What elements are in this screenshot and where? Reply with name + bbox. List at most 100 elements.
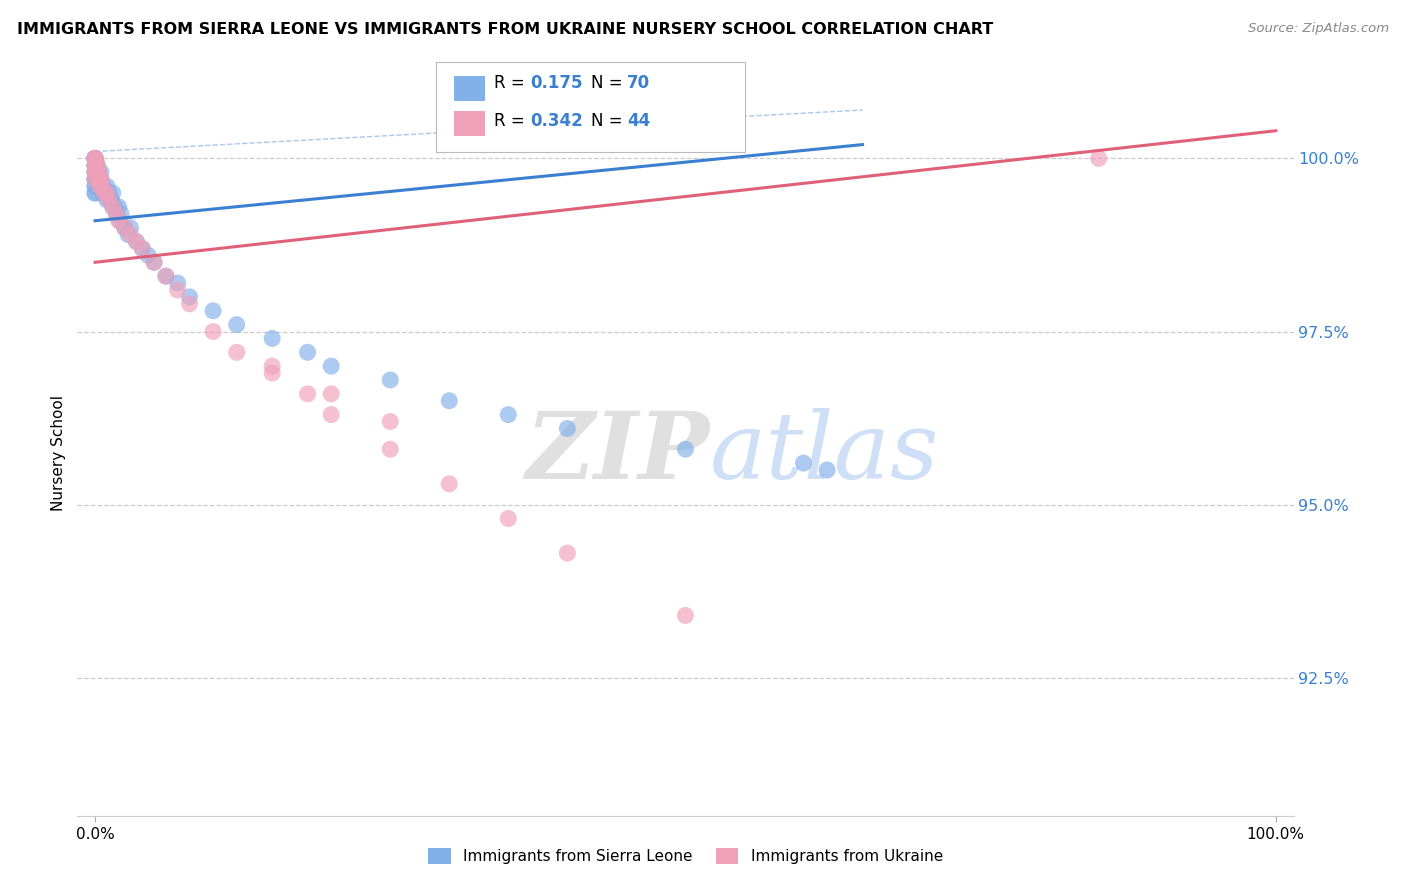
Point bbox=[86, 165, 108, 179]
Point bbox=[84, 172, 107, 186]
Point bbox=[114, 220, 136, 235]
Point bbox=[143, 255, 166, 269]
Point bbox=[84, 186, 107, 200]
Point bbox=[166, 283, 188, 297]
Point bbox=[297, 345, 319, 359]
Point bbox=[84, 152, 107, 166]
Point bbox=[84, 172, 107, 186]
Point bbox=[87, 172, 110, 186]
Text: Source: ZipAtlas.com: Source: ZipAtlas.com bbox=[1249, 22, 1389, 36]
Point bbox=[86, 158, 108, 172]
Point bbox=[93, 186, 115, 200]
Point bbox=[87, 165, 110, 179]
Point bbox=[439, 393, 461, 408]
Point bbox=[84, 165, 107, 179]
Point bbox=[84, 172, 107, 186]
Point bbox=[90, 172, 112, 186]
Point bbox=[84, 152, 107, 166]
Point bbox=[498, 511, 520, 525]
Point bbox=[84, 152, 107, 166]
Point bbox=[202, 303, 225, 318]
Point bbox=[91, 179, 114, 194]
Point bbox=[101, 200, 124, 214]
Point bbox=[89, 172, 111, 186]
Point bbox=[84, 165, 107, 179]
Point bbox=[84, 152, 107, 166]
Text: 70: 70 bbox=[627, 74, 650, 92]
Point bbox=[815, 463, 838, 477]
Point bbox=[84, 152, 107, 166]
Point bbox=[125, 235, 148, 249]
Point bbox=[84, 158, 107, 172]
Text: N =: N = bbox=[591, 112, 627, 129]
Point bbox=[96, 179, 118, 194]
Point bbox=[321, 387, 343, 401]
Point bbox=[84, 172, 107, 186]
Point bbox=[89, 172, 111, 186]
Text: 0.175: 0.175 bbox=[530, 74, 582, 92]
Point bbox=[108, 213, 131, 227]
Point bbox=[84, 152, 107, 166]
Point bbox=[93, 186, 115, 200]
Point bbox=[262, 331, 284, 345]
Point bbox=[321, 408, 343, 422]
Point bbox=[380, 442, 402, 457]
Point bbox=[84, 165, 107, 179]
Text: R =: R = bbox=[494, 74, 530, 92]
Point bbox=[86, 158, 108, 172]
Point bbox=[166, 276, 188, 290]
Point bbox=[262, 359, 284, 373]
Point bbox=[96, 193, 118, 207]
Point bbox=[380, 373, 402, 387]
Point bbox=[120, 227, 142, 242]
Point bbox=[89, 179, 111, 194]
Point bbox=[84, 158, 107, 172]
Y-axis label: Nursery School: Nursery School bbox=[51, 394, 66, 511]
Point bbox=[262, 366, 284, 380]
Point bbox=[179, 297, 201, 311]
Point bbox=[98, 186, 121, 200]
Point bbox=[136, 248, 159, 262]
Text: IMMIGRANTS FROM SIERRA LEONE VS IMMIGRANTS FROM UKRAINE NURSERY SCHOOL CORRELATI: IMMIGRANTS FROM SIERRA LEONE VS IMMIGRAN… bbox=[17, 22, 993, 37]
Point bbox=[84, 152, 107, 166]
Point bbox=[155, 269, 177, 284]
Point bbox=[131, 242, 153, 256]
Point bbox=[225, 318, 247, 332]
Point bbox=[84, 158, 107, 172]
Point bbox=[91, 179, 114, 194]
Text: 0.342: 0.342 bbox=[530, 112, 583, 129]
Point bbox=[84, 179, 107, 194]
Point bbox=[179, 290, 201, 304]
Point bbox=[104, 200, 127, 214]
Point bbox=[125, 235, 148, 249]
Point bbox=[84, 158, 107, 172]
Point bbox=[557, 421, 579, 435]
Point bbox=[84, 172, 107, 186]
Point bbox=[91, 186, 114, 200]
Point bbox=[84, 152, 107, 166]
Text: ZIP: ZIP bbox=[526, 408, 710, 498]
Point bbox=[225, 345, 247, 359]
Text: R =: R = bbox=[494, 112, 530, 129]
Point bbox=[84, 165, 107, 179]
Point bbox=[101, 186, 124, 200]
Text: atlas: atlas bbox=[710, 408, 939, 498]
Point bbox=[100, 193, 122, 207]
Point bbox=[86, 165, 108, 179]
Point bbox=[100, 193, 122, 207]
Point bbox=[439, 476, 461, 491]
Point bbox=[202, 325, 225, 339]
Point bbox=[120, 220, 142, 235]
Point bbox=[90, 172, 112, 186]
Point bbox=[84, 179, 107, 194]
Point bbox=[84, 152, 107, 166]
Point bbox=[91, 179, 114, 194]
Point bbox=[90, 165, 112, 179]
Point bbox=[321, 359, 343, 373]
Point bbox=[117, 227, 139, 242]
Point bbox=[105, 207, 128, 221]
Point bbox=[131, 242, 153, 256]
Point bbox=[792, 456, 814, 470]
Text: N =: N = bbox=[591, 74, 627, 92]
Point bbox=[84, 152, 107, 166]
